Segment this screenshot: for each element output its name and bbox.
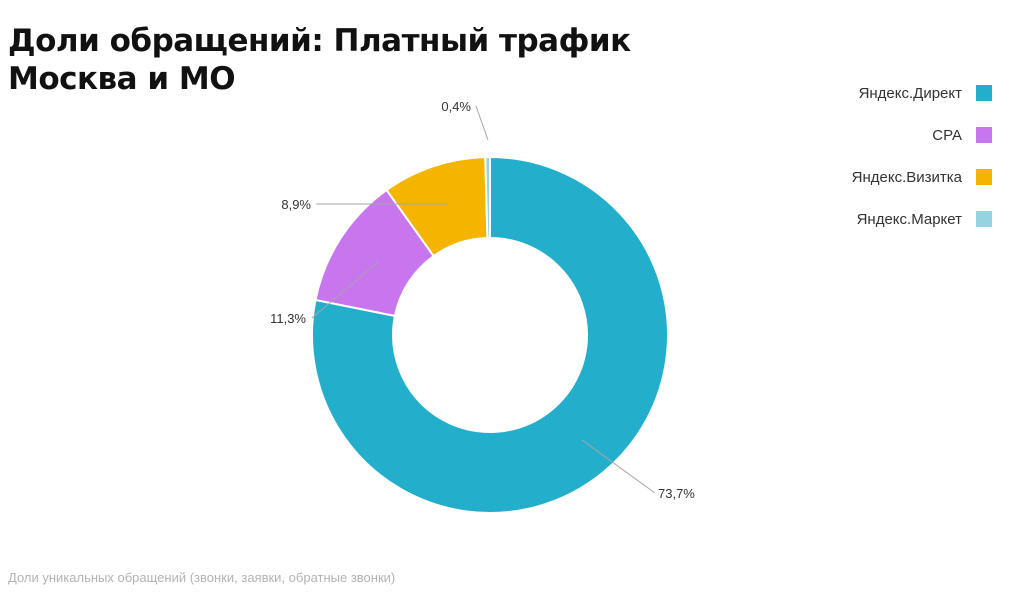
- percent-label-yandex-direct: 73,7%: [658, 486, 695, 501]
- footnote: Доли уникальных обращений (звонки, заявк…: [8, 570, 396, 585]
- legend-swatch: [976, 127, 992, 143]
- leader-line-cpa: [311, 261, 379, 319]
- legend-label: Яндекс.Маркет: [856, 210, 962, 228]
- leader-line-yandex-direct: [581, 439, 656, 494]
- legend-item-cpa[interactable]: CPA: [852, 114, 992, 156]
- legend-label: Яндекс.Директ: [858, 84, 962, 102]
- donut-slices: [311, 155, 669, 514]
- legend-item-yandex-direct[interactable]: Яндекс.Директ: [852, 72, 992, 114]
- legend-item-yandex-market[interactable]: Яндекс.Маркет: [852, 198, 992, 240]
- percent-label-yandex-vizitka: 8,9%: [281, 197, 311, 212]
- chart-title: Доли обращений: Платный трафик Москва и …: [8, 22, 631, 98]
- percent-label-cpa: 11,3%: [270, 311, 306, 326]
- percent-labels: 73,7% 11,3% 8,9% 0,4%: [270, 99, 695, 501]
- label-leader-lines: [311, 105, 656, 494]
- chart-title-line-2: Москва и МО: [8, 61, 236, 97]
- legend-swatch: [976, 169, 992, 185]
- slice-yandex-market[interactable]: [484, 155, 491, 240]
- legend-label: CPA: [932, 126, 962, 144]
- legend: Яндекс.Директ CPA Яндекс.Визитка Яндекс.…: [852, 72, 992, 240]
- percent-label-yandex-market: 0,4%: [441, 99, 471, 114]
- leader-line-yandex-market: [475, 105, 489, 141]
- legend-item-yandex-vizitka[interactable]: Яндекс.Визитка: [852, 156, 992, 198]
- legend-swatch: [976, 85, 992, 101]
- chart-title-line-1: Доли обращений: Платный трафик: [8, 23, 631, 59]
- slice-yandex-direct[interactable]: [311, 155, 669, 514]
- legend-label: Яндекс.Визитка: [851, 168, 962, 186]
- legend-swatch: [976, 211, 992, 227]
